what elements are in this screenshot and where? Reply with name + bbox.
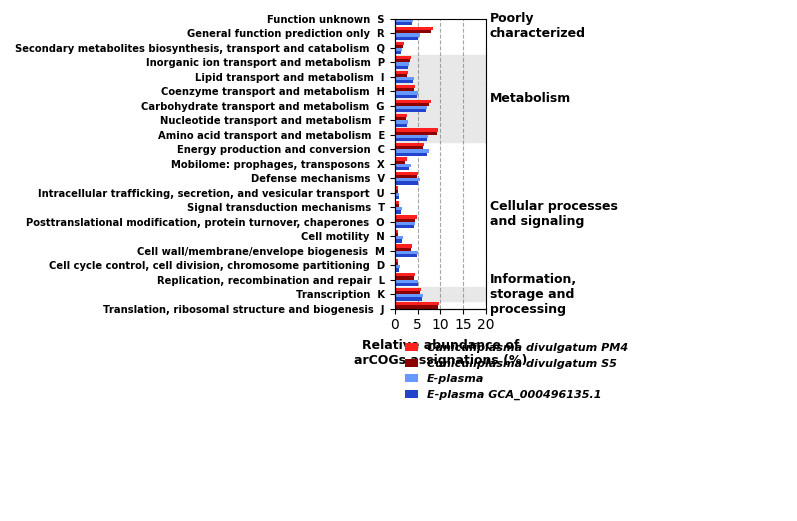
Bar [395,181,418,184]
Bar [395,222,415,225]
Bar [395,294,423,297]
Bar [395,106,426,109]
Bar [395,312,444,315]
Bar [395,100,431,103]
Bar [395,63,410,66]
Bar [395,167,410,170]
Bar [395,287,486,301]
Bar [395,120,408,123]
Bar [395,259,398,262]
Bar [395,80,413,83]
Bar [395,135,427,138]
Bar [395,77,414,80]
Bar [395,22,412,26]
Bar [395,13,454,16]
Bar [395,207,402,210]
Bar [395,302,439,305]
Bar [395,239,402,243]
Bar [395,91,418,95]
Bar [395,117,406,120]
Bar [395,244,412,247]
Bar [395,160,405,164]
Bar [395,254,417,257]
Bar [395,143,424,146]
Bar [395,19,413,22]
Bar [395,172,418,175]
Bar [395,204,398,207]
Bar [395,48,402,51]
Bar [395,95,417,98]
Bar [395,150,429,153]
Bar [395,201,399,204]
Bar [395,74,407,77]
Legend: Cuniculiplasma divulgatum PM4, Cuniculiplasma divulgatum S5, E-plasma, E-plasma : Cuniculiplasma divulgatum PM4, Cuniculip… [400,339,633,404]
Bar [395,123,407,127]
Bar [395,30,431,33]
Bar [395,274,415,277]
Text: Metabolism: Metabolism [489,92,571,105]
Bar [395,70,408,74]
Bar [395,196,398,199]
Bar [395,193,399,196]
Bar [395,51,401,54]
Text: Poorly
characterized: Poorly characterized [489,12,586,40]
Bar [395,178,420,181]
Bar [395,42,404,45]
Bar [395,85,415,88]
Bar [395,247,411,251]
Bar [395,233,398,236]
Bar [395,27,434,30]
Bar [395,129,438,132]
Bar [395,103,429,106]
Bar [395,262,398,265]
Bar [395,225,414,228]
Bar [395,132,437,135]
Bar [395,55,486,142]
Text: Information,
storage and
processing: Information, storage and processing [489,272,577,316]
Bar [395,138,426,141]
Text: Cellular processes
and signaling: Cellular processes and signaling [489,201,618,229]
Bar [395,265,400,268]
Bar [395,66,408,69]
Bar [395,283,418,286]
Bar [395,210,401,214]
Bar [395,251,418,254]
Bar [395,230,398,233]
Bar [395,291,420,294]
Bar [395,114,407,117]
Bar [395,187,398,190]
Bar [395,157,406,160]
Bar [395,59,410,63]
Bar [395,218,415,222]
Bar [395,268,399,271]
Bar [395,280,418,283]
Bar [395,88,414,91]
Bar [395,45,403,48]
Bar [395,175,417,178]
X-axis label: Relative abundance of
arCOGs assignations (%): Relative abundance of arCOGs assignation… [354,339,527,367]
Bar [395,36,418,40]
Bar [395,164,410,167]
Bar [395,236,403,239]
Bar [395,56,410,59]
Bar [395,171,486,258]
Bar [395,215,417,218]
Bar [395,16,452,19]
Bar [395,305,438,308]
Bar [395,190,398,193]
Bar [395,33,420,36]
Bar [395,297,422,301]
Bar [395,153,426,156]
Bar [395,288,421,291]
Bar [395,146,423,150]
Bar [395,277,414,280]
Bar [395,308,445,312]
Bar [395,109,426,112]
